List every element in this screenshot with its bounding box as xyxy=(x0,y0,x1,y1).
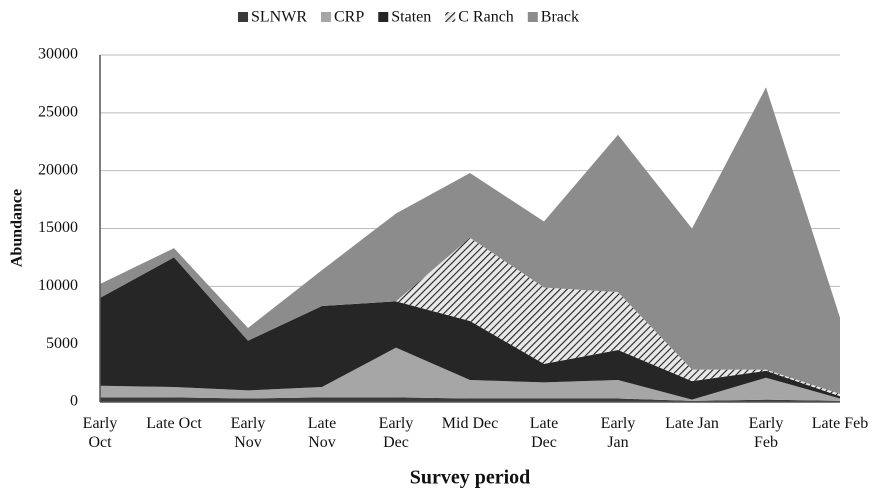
x-tick-label: Early Jan xyxy=(600,415,636,451)
y-tick-label: 25000 xyxy=(38,104,78,121)
legend-swatch xyxy=(445,12,456,22)
x-tick-label: Early Oct xyxy=(82,415,118,451)
x-tick-label: Early Dec xyxy=(378,415,414,451)
legend-label: Staten xyxy=(391,9,431,26)
y-axis-title: Abundance xyxy=(9,189,26,267)
x-tick-label: Mid Dec xyxy=(441,415,499,432)
legend-swatch xyxy=(321,12,331,22)
area xyxy=(100,257,840,400)
y-tick-label: 20000 xyxy=(38,161,78,178)
legend: SLNWR CRP Staten C Ranch Brack xyxy=(238,9,579,26)
area xyxy=(100,397,840,402)
area xyxy=(100,347,840,401)
legend-label: CRP xyxy=(334,9,364,26)
legend-label: Brack xyxy=(541,9,579,26)
y-tick-label: 15000 xyxy=(38,219,78,236)
area xyxy=(100,87,840,394)
x-tick-label: Late Oct xyxy=(146,415,202,432)
x-tick-label: Late Jan xyxy=(665,415,719,432)
x-tick-label: Late Feb xyxy=(811,415,869,432)
legend-label: SLNWR xyxy=(251,9,307,26)
x-tick-label: Late Dec xyxy=(529,415,559,451)
legend-label: C Ranch xyxy=(458,9,514,26)
legend-swatch xyxy=(238,12,248,22)
y-tick-label: 10000 xyxy=(38,277,78,294)
x-tick-label: Late Nov xyxy=(307,415,337,451)
legend-swatch xyxy=(527,12,538,22)
x-tick-label: Early Nov xyxy=(230,415,266,451)
y-tick-label: 30000 xyxy=(38,46,78,63)
x-tick-label: Early Feb xyxy=(748,415,784,451)
x-axis-title: Survey period xyxy=(410,467,531,489)
legend-swatch xyxy=(378,12,389,22)
y-tick-label: 5000 xyxy=(46,335,78,352)
area xyxy=(100,237,840,397)
y-tick-label: 0 xyxy=(70,393,78,410)
